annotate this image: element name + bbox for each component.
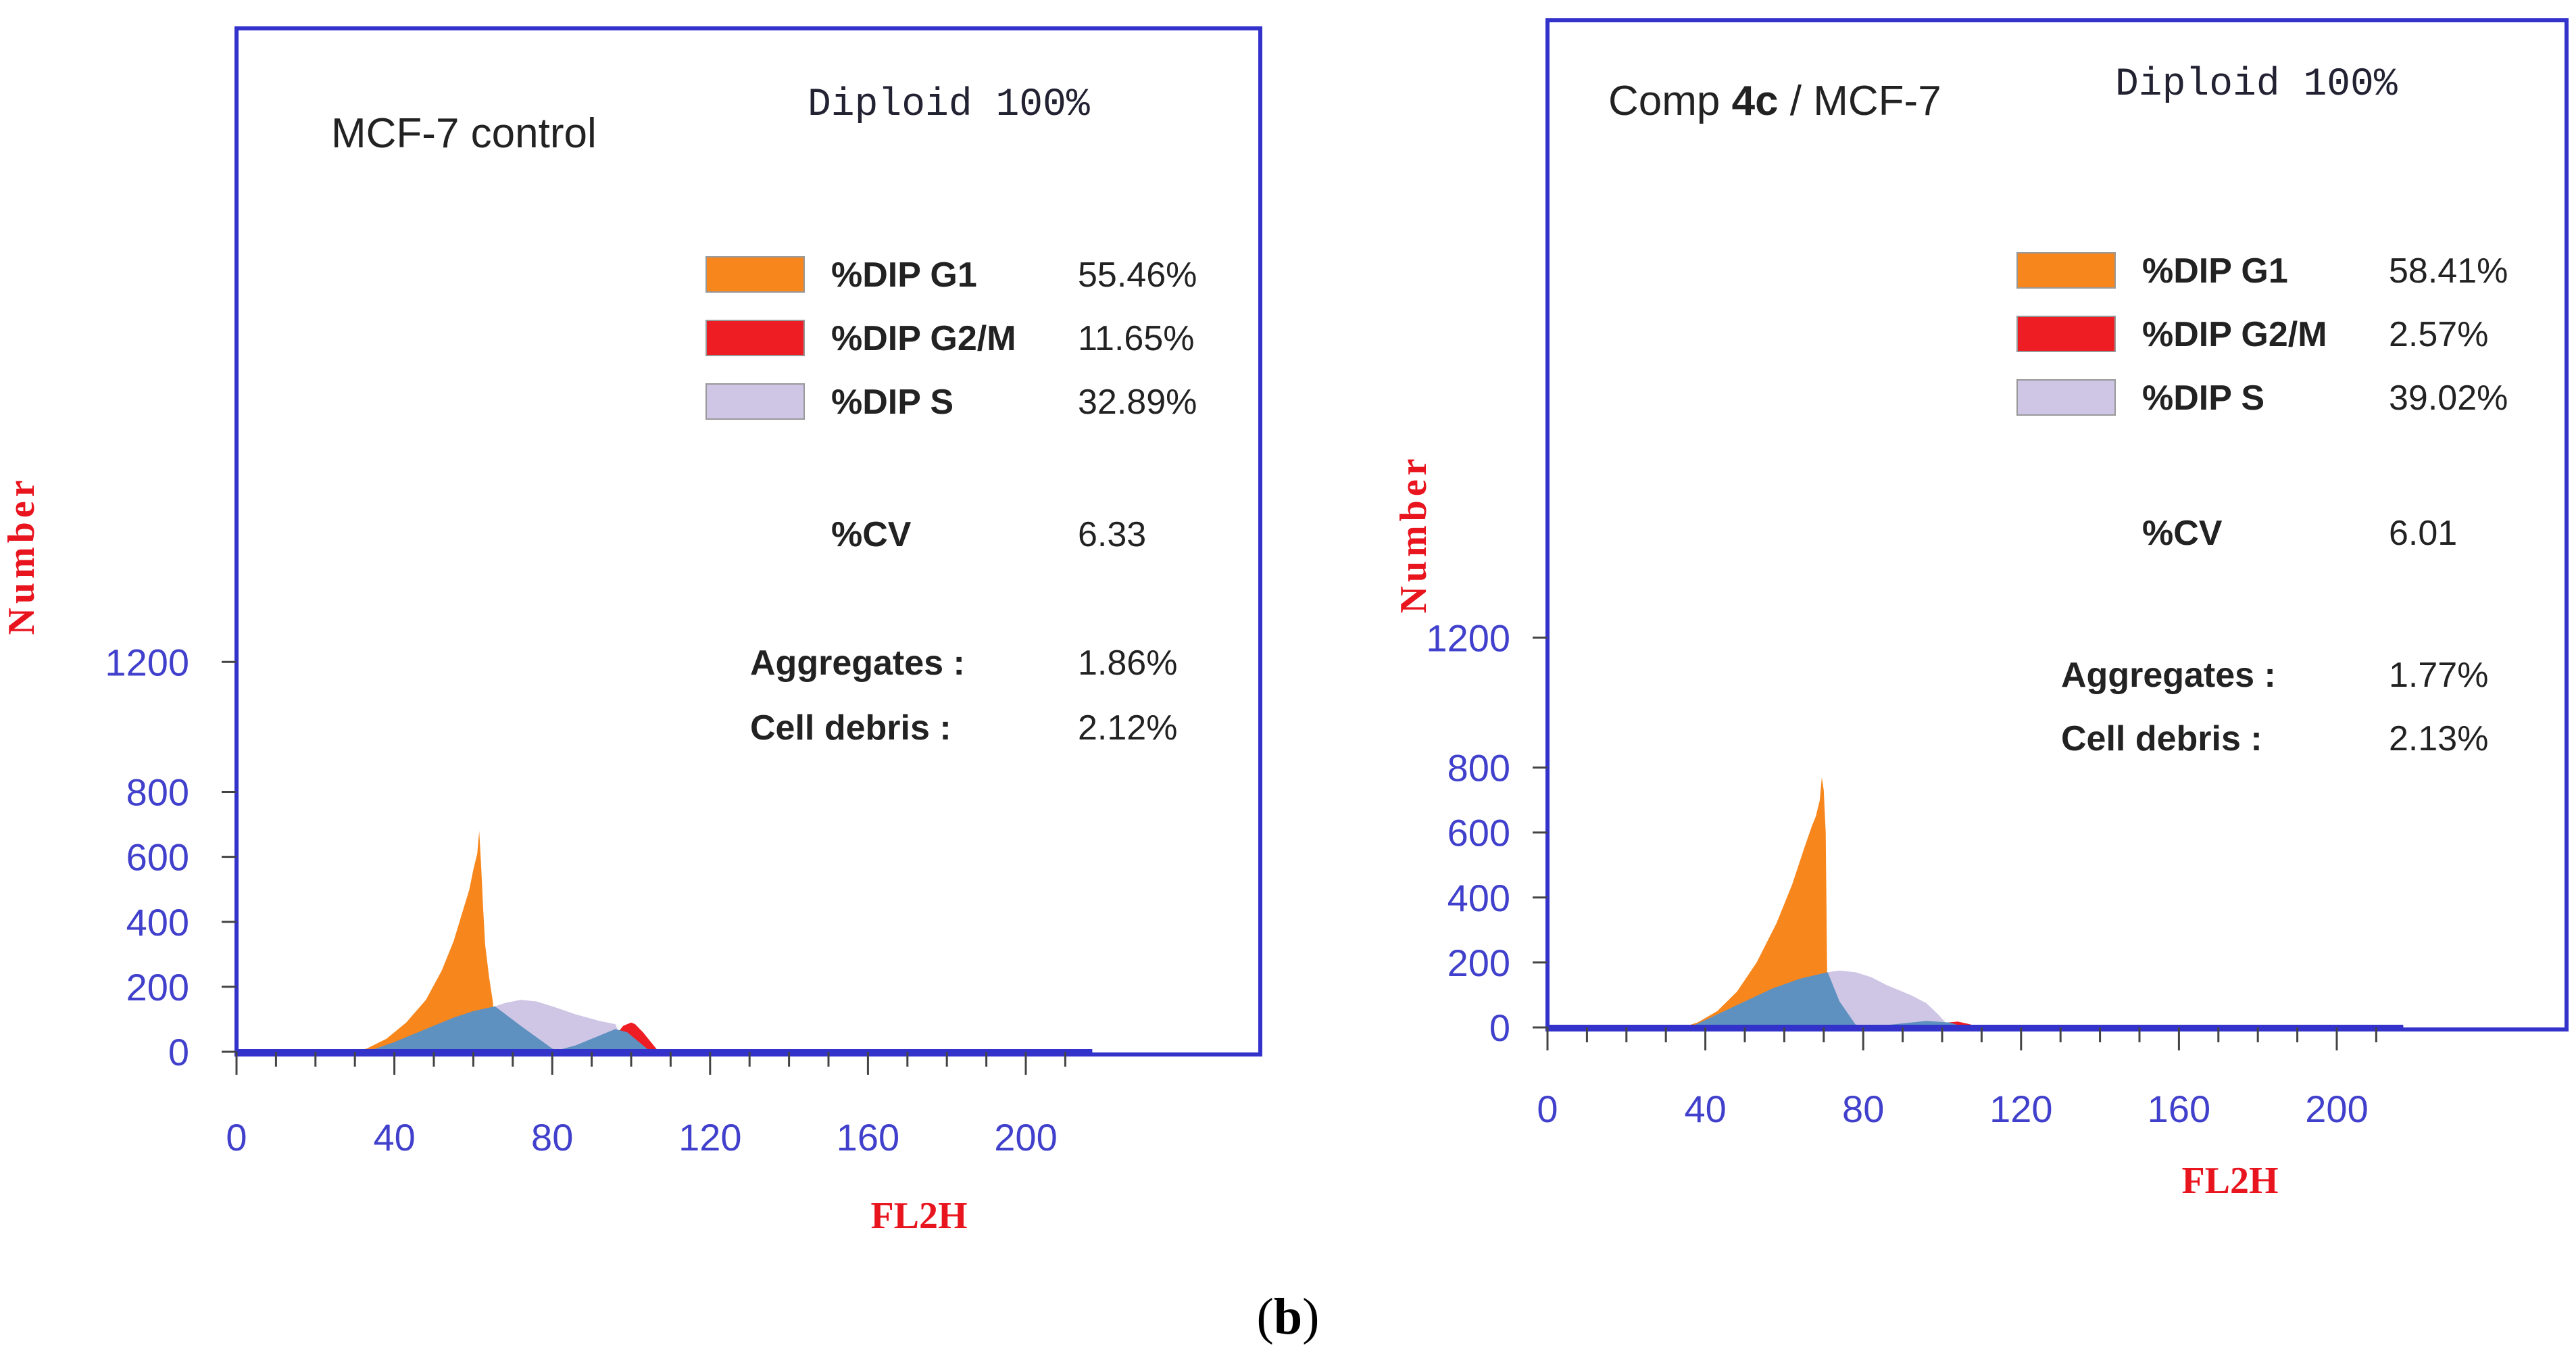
caption-open: ( <box>1256 1288 1274 1345</box>
panel-1-legend-g2m-swatch <box>2016 316 2116 352</box>
panel-0-legend-g2m-label: %DIP G2/M <box>831 319 1016 358</box>
panel-0-diploid: Diploid 100% <box>808 83 1090 127</box>
panel-0-y-tick-label: 200 <box>126 966 189 1009</box>
panel-1-legend-s-swatch <box>2016 379 2116 416</box>
panel-1-y-tick-label: 400 <box>1447 877 1510 919</box>
panel-1-y-tick-label: 600 <box>1447 812 1510 854</box>
panel-1-area-g1-s-overlap <box>1689 972 1864 1027</box>
panel-1-title-post: / MCF-7 <box>1779 78 1941 124</box>
panel-0-area-s-g2m-overlap <box>552 1029 651 1052</box>
panel-1-debris-value: 2.13% <box>2389 719 2488 758</box>
panel-1-debris-label: Cell debris : <box>2061 719 2262 758</box>
panel-0-y-tick-label: 400 <box>126 901 189 944</box>
caption-close: ) <box>1302 1288 1320 1345</box>
figure-caption: (b) <box>0 1288 2576 1346</box>
panel-0-y-tick-label: 800 <box>126 771 189 814</box>
panel-0-legend-s-label: %DIP S <box>831 383 953 422</box>
panel-0-legend-g1-value: 55.46% <box>1078 256 1197 295</box>
panel-1-title-bold: 4c <box>1732 78 1779 124</box>
panel-0-frame <box>234 26 1262 1057</box>
panel-0-x-tick-label: 200 <box>994 1116 1057 1159</box>
panel-1-legend-g2m-value: 2.57% <box>2389 315 2488 354</box>
panel-0-y-axis-title: Number <box>1 476 43 635</box>
panel-1-histogram: 0 40 80 120 160 200 0 200 400 600 800 1200 FL2H Numbe… <box>1393 454 2404 1202</box>
panel-1-legend-g1-swatch <box>2016 252 2116 289</box>
panel-0-legend-s-value: 32.89% <box>1078 383 1197 422</box>
panel-0-x-tick-label: 120 <box>678 1116 741 1159</box>
panel-0-aggregates-label: Aggregates : <box>750 643 965 683</box>
panel-0-x-tick-label: 0 <box>226 1116 247 1159</box>
panel-0-legend-g1-swatch <box>705 256 805 293</box>
panel-1-legend-s-value: 39.02% <box>2389 379 2508 418</box>
panel-0-legend-g2m-value: 11.65% <box>1078 319 1195 358</box>
panel-1-y-tick-label: 800 <box>1447 747 1510 790</box>
panel-0-cv-label: %CV <box>831 515 912 554</box>
panel-0-debris-value: 2.12% <box>1078 708 1177 748</box>
panel-0-area-g1-s-overlap <box>366 1006 560 1052</box>
panel-0-histogram: 0 40 80 120 160 200 0 200 400 600 800 1200 FL2H Numbe… <box>1 476 1093 1237</box>
panel-0-cv-value: 6.33 <box>1078 515 1146 554</box>
panel-0-x-tick-label: 160 <box>837 1116 899 1159</box>
panel-1-y-tick-label: 200 <box>1447 942 1510 984</box>
panel-0-y-tick-label: 1200 <box>105 641 189 683</box>
panel-1-diploid: Diploid 100% <box>2115 63 2398 107</box>
panel-1-legend-s-label: %DIP S <box>2142 379 2264 418</box>
panel-1-x-tick-label: 80 <box>1842 1088 1884 1130</box>
panel-1-legend-g1-label: %DIP G1 <box>2142 251 2288 291</box>
panel-1-legend-g1-value: 58.41% <box>2389 251 2508 291</box>
panel-1-cv-value: 6.01 <box>2389 514 2457 553</box>
panel-1-title-pre: Comp <box>1608 78 1732 124</box>
panel-0-x-axis-title: FL2H <box>870 1195 967 1237</box>
panel-1-area-dip-g1 <box>1681 777 1828 1027</box>
caption-letter: b <box>1273 1288 1303 1345</box>
panel-0-x-tick-label: 80 <box>531 1116 573 1159</box>
panel-0-aggregates-value: 1.86% <box>1078 643 1177 683</box>
panel-0-legend-g2m-swatch <box>705 320 805 356</box>
panel-1-y-axis-title: Number <box>1393 454 1435 613</box>
panel-1-aggregates-value: 1.77% <box>2389 656 2488 695</box>
panel-1-aggregates-label: Aggregates : <box>2061 656 2276 695</box>
panel-0-title: MCF-7 control <box>331 110 597 157</box>
panel-0-x-tick-label: 40 <box>373 1116 415 1159</box>
panel-0-area-dip-g1 <box>351 831 495 1052</box>
panel-1-frame <box>1545 18 2569 1031</box>
panel-1-x-tick-label: 120 <box>1989 1088 2052 1130</box>
panel-1-x-tick-label: 160 <box>2148 1088 2210 1130</box>
panel-1-x-tick-label: 200 <box>2305 1088 2368 1130</box>
panel-1-cv-label: %CV <box>2142 514 2223 553</box>
panel-1-title: Comp 4c / MCF-7 <box>1608 78 1941 124</box>
panel-mcf7-control: 0 40 80 120 160 200 0 200 400 600 800 1200 FL2H Numbe… <box>1 26 1262 1237</box>
panel-1-y-tick-label: 1200 <box>1426 616 1510 659</box>
panel-1-area-dip-s <box>1827 970 1950 1027</box>
panel-1-x-tick-label: 40 <box>1684 1088 1726 1130</box>
panel-0-y-tick-label: 0 <box>168 1031 189 1073</box>
panel-1-y-tick-label: 0 <box>1489 1006 1510 1049</box>
panel-1-x-axis-title: FL2H <box>2181 1160 2278 1202</box>
panel-comp-4c-mcf7: 0 40 80 120 160 200 0 200 400 600 800 1200 FL2H Numbe… <box>1393 18 2569 1202</box>
panel-0-debris-label: Cell debris : <box>750 708 951 748</box>
panel-0-legend-s-swatch <box>705 383 805 420</box>
panel-0-y-tick-label: 600 <box>126 836 189 879</box>
panel-1-legend-g2m-label: %DIP G2/M <box>2142 315 2327 354</box>
panel-1-x-tick-label: 0 <box>1537 1088 1558 1130</box>
panel-0-legend-g1-label: %DIP G1 <box>831 256 977 295</box>
